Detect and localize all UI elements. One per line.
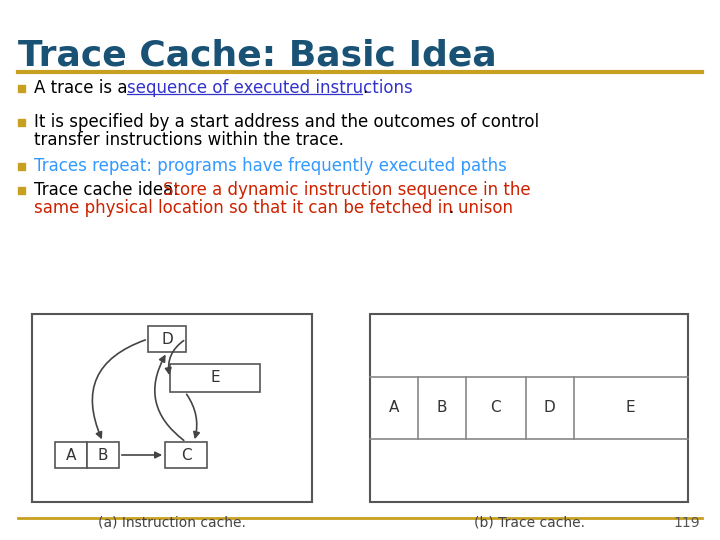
FancyBboxPatch shape bbox=[55, 442, 87, 468]
Text: (a) Instruction cache.: (a) Instruction cache. bbox=[98, 516, 246, 530]
Text: D: D bbox=[544, 401, 555, 415]
Text: same physical location so that it can be fetched in unison: same physical location so that it can be… bbox=[34, 199, 513, 217]
Text: E: E bbox=[210, 370, 220, 386]
Text: B: B bbox=[98, 448, 108, 462]
FancyBboxPatch shape bbox=[18, 118, 25, 125]
FancyBboxPatch shape bbox=[148, 326, 186, 352]
Text: B: B bbox=[437, 401, 447, 415]
Text: transfer instructions within the trace.: transfer instructions within the trace. bbox=[34, 131, 344, 149]
FancyBboxPatch shape bbox=[370, 314, 688, 502]
FancyBboxPatch shape bbox=[165, 442, 207, 468]
Text: A: A bbox=[389, 401, 399, 415]
FancyBboxPatch shape bbox=[170, 364, 260, 392]
Text: (b) Trace cache.: (b) Trace cache. bbox=[474, 516, 585, 530]
Text: C: C bbox=[181, 448, 192, 462]
Text: E: E bbox=[626, 401, 636, 415]
Text: 119: 119 bbox=[673, 516, 700, 530]
FancyBboxPatch shape bbox=[32, 314, 312, 502]
Text: A: A bbox=[66, 448, 76, 462]
Text: Traces repeat: programs have frequently executed paths: Traces repeat: programs have frequently … bbox=[34, 157, 507, 175]
Text: Trace cache idea:: Trace cache idea: bbox=[34, 181, 184, 199]
FancyBboxPatch shape bbox=[87, 442, 119, 468]
Text: D: D bbox=[161, 332, 173, 347]
Text: sequence of executed instructions: sequence of executed instructions bbox=[127, 79, 413, 97]
Text: Store a dynamic instruction sequence in the: Store a dynamic instruction sequence in … bbox=[163, 181, 530, 199]
FancyBboxPatch shape bbox=[18, 84, 25, 91]
Text: A trace is a: A trace is a bbox=[34, 79, 132, 97]
Text: Trace Cache: Basic Idea: Trace Cache: Basic Idea bbox=[18, 38, 497, 72]
Text: .: . bbox=[448, 199, 454, 217]
Text: C: C bbox=[490, 401, 501, 415]
FancyBboxPatch shape bbox=[18, 163, 25, 170]
Text: It is specified by a start address and the outcomes of control: It is specified by a start address and t… bbox=[34, 113, 539, 131]
FancyBboxPatch shape bbox=[18, 186, 25, 193]
Text: .: . bbox=[362, 79, 368, 97]
